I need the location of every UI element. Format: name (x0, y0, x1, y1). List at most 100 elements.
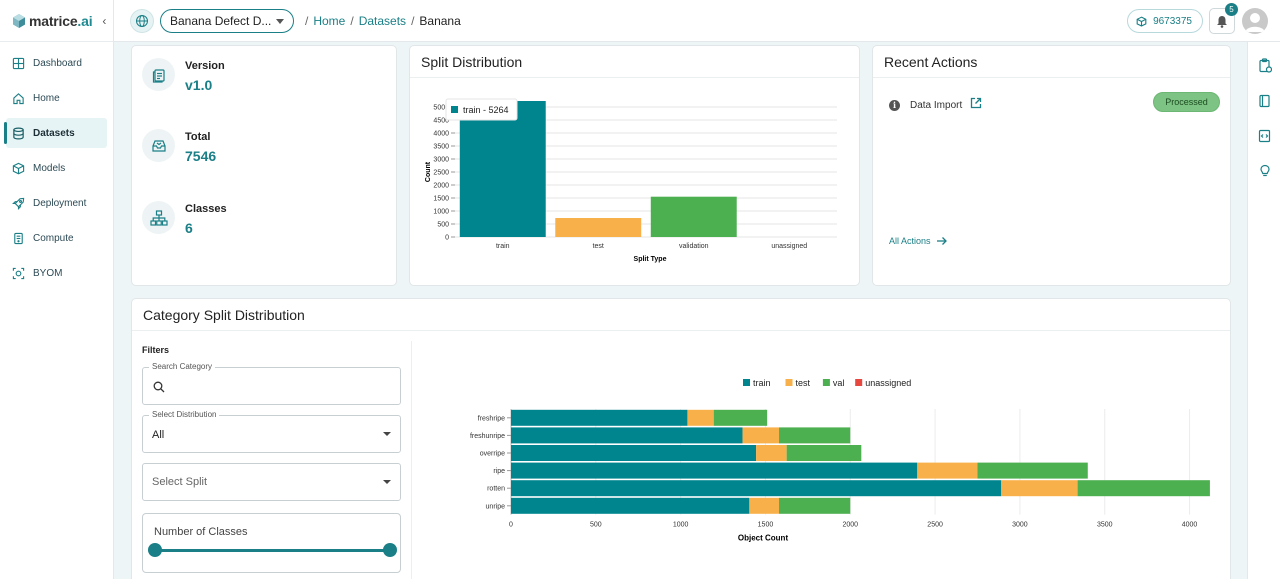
select-distribution-value: All (152, 429, 165, 441)
y-tick-label: 3500 (433, 144, 449, 151)
slider-thumb-min[interactable] (148, 543, 162, 557)
credits-button[interactable]: 9673375 (1127, 9, 1203, 33)
arrow-right-icon (936, 237, 947, 245)
legend-label-unassigned: unassigned (865, 378, 911, 388)
search-category-field: Search Category (142, 362, 401, 405)
x-axis-label: Split Type (634, 256, 667, 263)
x-tick-label: 3500 (1097, 522, 1113, 529)
open-external-icon[interactable] (970, 96, 982, 114)
x-tick-label: test (593, 243, 604, 250)
status-badge: Processed (1153, 92, 1220, 112)
version-stat: Version v1.0 (142, 58, 225, 93)
sidebar-item-label: Datasets (33, 127, 75, 139)
filters-title: Filters (142, 345, 170, 355)
bar-ripe-val (977, 462, 1088, 479)
scan-icon (12, 267, 25, 279)
y-tick-label: 4500 (433, 118, 449, 125)
search-category-label: Search Category (149, 362, 216, 371)
breadcrumb-home[interactable]: Home (313, 13, 346, 28)
legend-swatch-test (785, 379, 793, 386)
classes-stat: Classes 6 (142, 201, 227, 236)
total-stat: Total 7546 (142, 129, 216, 164)
legend-label-val: val (833, 378, 845, 388)
legend-label-test: test (796, 378, 811, 388)
all-actions-label: All Actions (889, 236, 931, 246)
globe-icon (136, 14, 148, 27)
search-category-input[interactable] (171, 376, 391, 396)
hierarchy-icon (149, 209, 168, 226)
sidebar-item-dashboard[interactable]: Dashboard (6, 48, 107, 78)
classes-label: Classes (185, 203, 227, 215)
select-split-dropdown[interactable]: Select Split (142, 463, 401, 501)
sidebar-item-models[interactable]: Models (6, 153, 107, 183)
y-tick-label: 4000 (433, 131, 449, 138)
bar-unripe-val (779, 497, 851, 514)
slider-thumb-max[interactable] (383, 543, 397, 557)
y-tick-label: ripe (493, 468, 505, 475)
split-distribution-card: Split Distribution 0 500 1000 1500 2000 2500 3… (409, 45, 860, 286)
bar-freshunripe-test (742, 427, 780, 444)
sidebar-item-label: Dashboard (33, 57, 82, 69)
x-tick-label: 2500 (927, 522, 943, 529)
breadcrumb: / Home / Datasets / Banana (305, 13, 461, 28)
total-value: 7546 (185, 148, 217, 164)
number-of-classes-filter: Number of Classes (142, 513, 401, 573)
bar-unripe-train (511, 497, 750, 514)
select-distribution-dropdown[interactable]: Select Distribution All (142, 410, 401, 453)
clipboard-settings-button[interactable] (1248, 48, 1280, 83)
chart-legend: train test val unassigned (743, 378, 911, 388)
sidebar-item-deployment[interactable]: Deployment (6, 188, 107, 218)
category-split-card: Category Split Distribution Filters Sear… (131, 298, 1231, 579)
y-tick-label: freshripe (478, 415, 505, 422)
cube-icon (1136, 16, 1147, 27)
server-icon (14, 232, 23, 244)
y-tick-label: unripe (486, 503, 506, 510)
recent-action-item: i Data Import Processed (889, 92, 1220, 114)
y-tick-label: freshunripe (470, 433, 505, 440)
legend-swatch-train (451, 106, 458, 113)
x-tick-label: 1500 (758, 522, 774, 529)
sidebar-nav: Dashboard Home Datasets Models Deploymen… (0, 48, 113, 288)
x-tick-label: 0 (509, 522, 513, 529)
sidebar-item-byom[interactable]: BYOM (6, 258, 107, 288)
code-button[interactable] (1248, 118, 1280, 153)
tips-button[interactable] (1248, 153, 1280, 188)
bar-train (459, 101, 546, 237)
bar-freshunripe-train (511, 427, 743, 444)
y-axis-label: Count (425, 161, 432, 182)
bar-freshunripe-val (779, 427, 851, 444)
notifications-button[interactable]: 5 (1209, 3, 1238, 34)
y-tick-label: 3000 (433, 157, 449, 164)
x-tick-label: 3000 (1012, 522, 1028, 529)
user-icon (1245, 13, 1265, 32)
version-icon-wrap (142, 58, 175, 91)
book-icon (1259, 94, 1270, 107)
x-tick-label: 4000 (1182, 522, 1198, 529)
sidebar-item-datasets[interactable]: Datasets (4, 118, 107, 148)
sidebar-item-label: Home (33, 92, 60, 104)
classes-icon-wrap (142, 201, 175, 234)
all-actions-link[interactable]: All Actions (889, 236, 948, 246)
clipboard-icon (1258, 58, 1272, 73)
notification-count-badge: 5 (1225, 3, 1238, 16)
sidebar-item-home[interactable]: Home (6, 83, 107, 113)
project-icon[interactable] (130, 8, 154, 33)
user-avatar[interactable] (1242, 8, 1268, 34)
book-button[interactable] (1248, 83, 1280, 118)
bar-rotten-train (511, 480, 1002, 497)
tooltip-box (445, 98, 518, 121)
collapse-sidebar-icon[interactable]: ‹ (102, 13, 107, 28)
bar-ripe-train (511, 462, 918, 479)
total-label: Total (185, 131, 211, 143)
y-tick-label: 2000 (433, 183, 449, 190)
sidebar-item-compute[interactable]: Compute (6, 223, 107, 253)
slider-track[interactable] (155, 549, 388, 552)
x-tick-label: 1000 (673, 522, 689, 529)
breadcrumb-datasets[interactable]: Datasets (358, 13, 407, 28)
bell-icon (1217, 15, 1227, 28)
dataset-stats-card: Version v1.0 Total 7546 Classes 6 (131, 45, 397, 286)
database-icon (13, 127, 24, 139)
brand-logo[interactable]: matrice.ai ‹ (0, 0, 113, 42)
project-name: Banana Defect D... (170, 13, 272, 28)
project-selector[interactable]: Banana Defect D... (160, 8, 294, 33)
